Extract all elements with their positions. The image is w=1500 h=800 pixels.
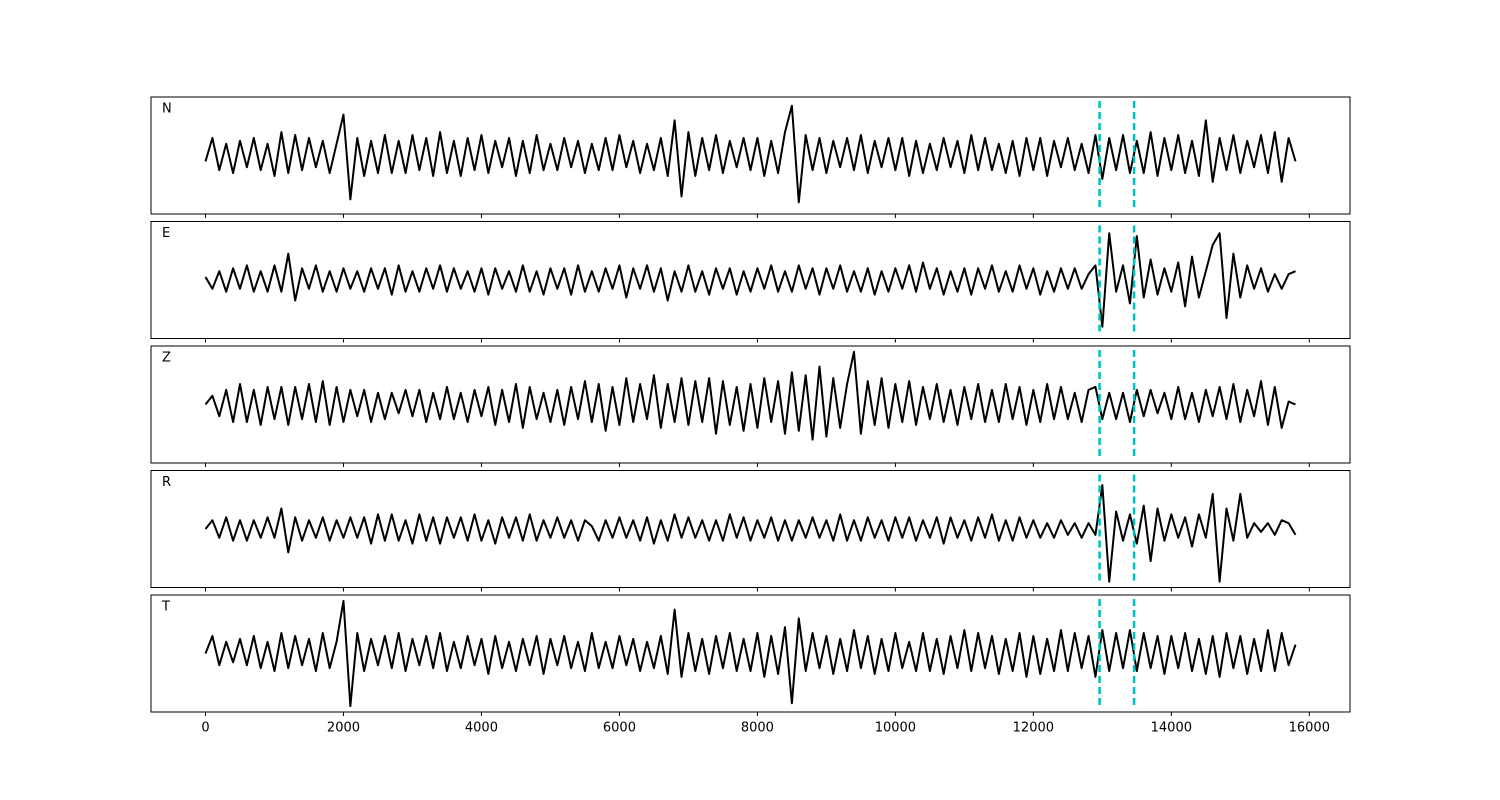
panel-frame xyxy=(150,96,1351,215)
x-tick-label: 2000 xyxy=(327,721,360,736)
x-tick-label: 14000 xyxy=(1151,721,1192,736)
panel-frame xyxy=(150,470,1351,588)
x-tick-label: 16000 xyxy=(1289,721,1330,736)
x-tick-label: 12000 xyxy=(1013,721,1054,736)
panel-label: Z xyxy=(162,351,171,366)
trace xyxy=(204,484,1297,583)
trace xyxy=(204,350,1296,441)
panel-label: N xyxy=(162,102,172,117)
trace xyxy=(204,104,1297,204)
trace xyxy=(204,599,1297,708)
panel-frame xyxy=(150,221,1351,339)
x-tick-label: 4000 xyxy=(465,721,498,736)
x-tick-label: 10000 xyxy=(875,721,916,736)
panel-label: E xyxy=(162,226,170,241)
panel-frame xyxy=(150,345,1351,464)
panel-label: T xyxy=(161,600,170,615)
x-tick-label: 0 xyxy=(201,721,209,736)
panel-frame xyxy=(150,594,1351,713)
panel-label: R xyxy=(162,475,171,490)
x-tick-label: 8000 xyxy=(741,721,774,736)
x-tick-label: 6000 xyxy=(603,721,636,736)
trace xyxy=(204,232,1296,328)
